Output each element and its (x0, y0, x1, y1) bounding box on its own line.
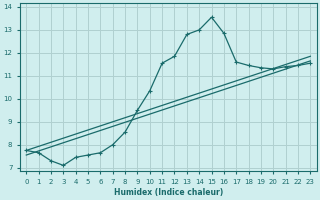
X-axis label: Humidex (Indice chaleur): Humidex (Indice chaleur) (114, 188, 223, 197)
